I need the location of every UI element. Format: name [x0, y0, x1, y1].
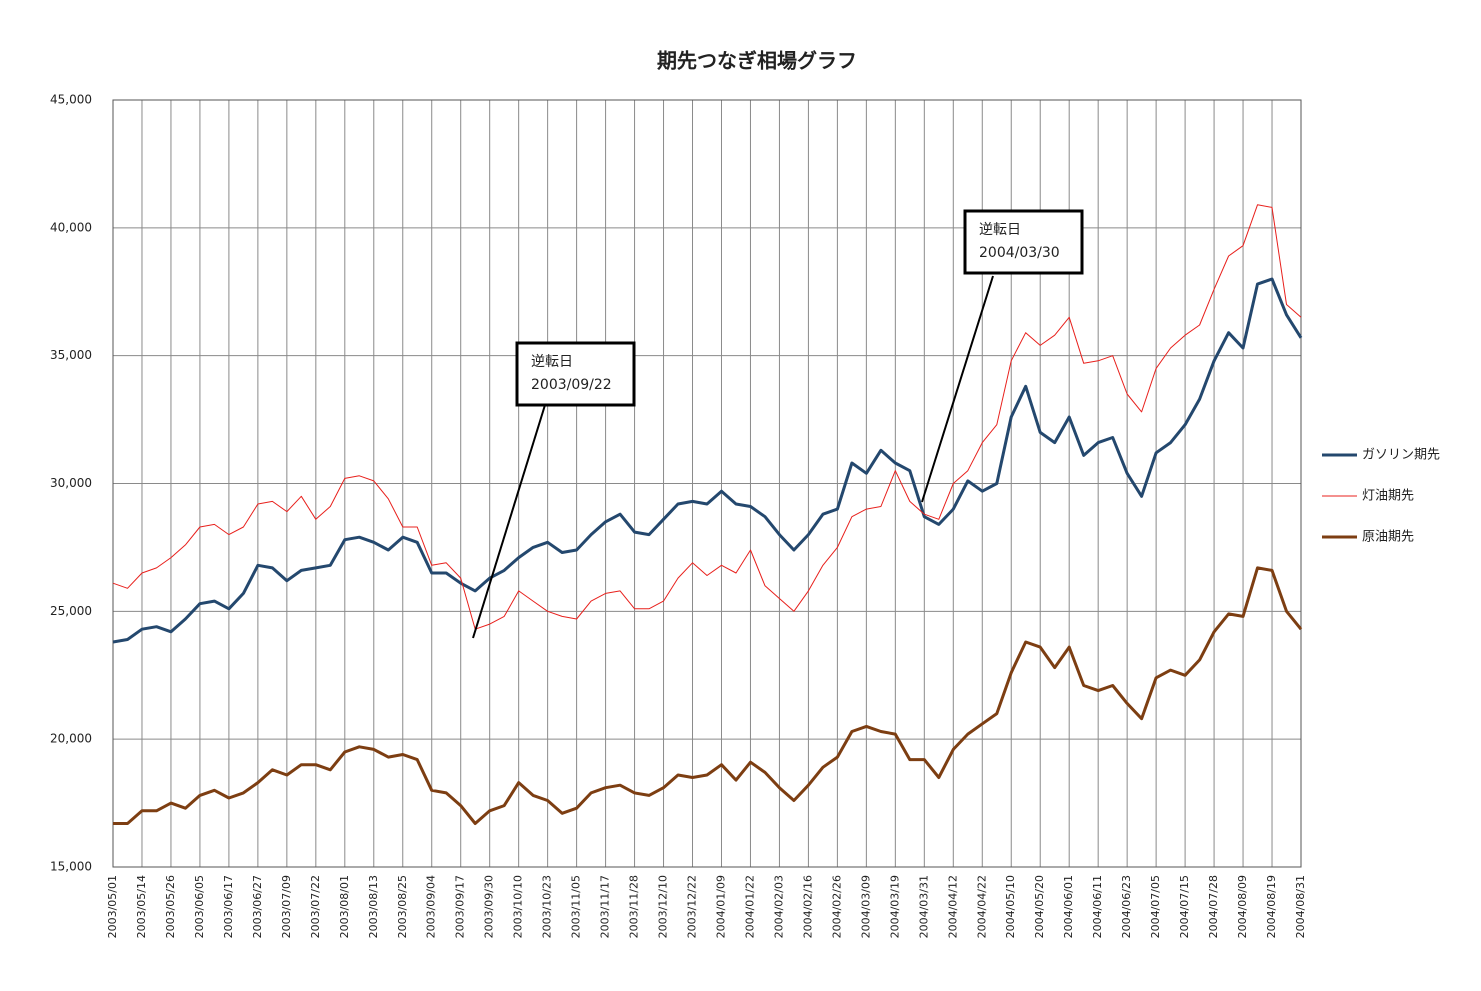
- x-tick-label: 2003/06/05: [193, 875, 206, 938]
- x-tick-label: 2004/08/19: [1265, 875, 1278, 938]
- x-tick-label: 2004/06/23: [1120, 875, 1133, 938]
- x-tick-label: 2004/02/26: [830, 875, 843, 938]
- plot-border: [112, 99, 1302, 868]
- series-line: [112, 277, 1303, 644]
- x-tick-label: 2003/08/01: [338, 875, 351, 938]
- chart-title: 期先つなぎ相場グラフ: [657, 49, 857, 73]
- x-tick-label: 2004/02/16: [801, 875, 814, 938]
- x-tick-label: 2003/10/23: [541, 875, 554, 938]
- series-line: [112, 204, 1302, 630]
- series-line: [113, 566, 1303, 825]
- annotation-box: [963, 209, 1084, 275]
- annotation-text: 逆転日: [531, 354, 573, 370]
- legend-label: 灯油期先: [1362, 489, 1414, 504]
- annotation-text: 逆転日: [979, 222, 1021, 238]
- x-tick-label: 2003/08/25: [396, 875, 409, 938]
- x-tick-label: 2003/11/17: [599, 875, 612, 938]
- y-tick-label: 20,000: [50, 732, 92, 746]
- x-tick-label: 2004/04/12: [946, 875, 959, 938]
- x-tick-label: 2003/05/01: [106, 875, 119, 938]
- x-tick-label: 2004/06/01: [1062, 875, 1075, 938]
- x-tick-label: 2004/02/03: [772, 875, 785, 938]
- x-tick-label: 2004/03/19: [888, 875, 901, 938]
- y-tick-label: 15,000: [50, 860, 92, 874]
- x-tick-label: 2004/07/15: [1178, 875, 1191, 938]
- x-tick-label: 2004/05/10: [1004, 875, 1017, 938]
- x-tick-label: 2004/08/09: [1236, 875, 1249, 938]
- x-tick-label: 2004/01/22: [743, 875, 756, 938]
- x-tick-label: 2003/12/22: [686, 875, 699, 938]
- x-tick-label: 2004/03/31: [917, 875, 930, 938]
- x-tick-label: 2004/04/22: [975, 875, 988, 938]
- x-tick-label: 2004/07/05: [1149, 875, 1162, 938]
- annotation-date: 2004/03/30: [979, 245, 1060, 261]
- annotation-date: 2003/09/22: [531, 377, 612, 393]
- x-tick-label: 2004/03/09: [859, 875, 872, 938]
- x-tick-label: 2004/05/20: [1033, 875, 1046, 938]
- x-tick-label: 2003/11/05: [570, 875, 583, 938]
- x-tick-label: 2003/07/09: [280, 875, 293, 938]
- x-tick-label: 2003/05/26: [164, 875, 177, 938]
- x-tick-label: 2004/06/11: [1091, 875, 1104, 938]
- x-tick-label: 2003/09/30: [483, 875, 496, 938]
- y-tick-label: 25,000: [50, 604, 92, 618]
- x-tick-label: 2004/01/09: [714, 875, 727, 938]
- x-tick-label: 2003/11/28: [628, 875, 641, 938]
- y-tick-label: 35,000: [50, 348, 92, 362]
- annotation-box: [515, 341, 636, 407]
- x-tick-label: 2004/07/28: [1207, 875, 1220, 938]
- x-tick-label: 2003/05/14: [135, 875, 148, 938]
- x-tick-label: 2003/09/04: [425, 875, 438, 938]
- x-tick-label: 2004/08/31: [1294, 875, 1307, 938]
- legend-label: ガソリン期先: [1362, 448, 1440, 463]
- x-tick-label: 2003/06/17: [222, 875, 235, 938]
- y-tick-label: 30,000: [50, 476, 92, 490]
- x-tick-label: 2003/07/22: [309, 875, 322, 938]
- x-tick-label: 2003/08/13: [367, 875, 380, 938]
- annotation-pointer: [921, 275, 994, 503]
- x-tick-label: 2003/06/27: [251, 875, 264, 938]
- y-tick-label: 40,000: [50, 220, 92, 234]
- x-tick-label: 2003/10/10: [512, 875, 525, 938]
- legend-label: 原油期先: [1362, 530, 1414, 545]
- x-tick-label: 2003/12/10: [657, 875, 670, 938]
- x-tick-label: 2003/09/17: [454, 875, 467, 938]
- y-tick-label: 45,000: [50, 93, 92, 107]
- annotation-pointer: [472, 404, 546, 639]
